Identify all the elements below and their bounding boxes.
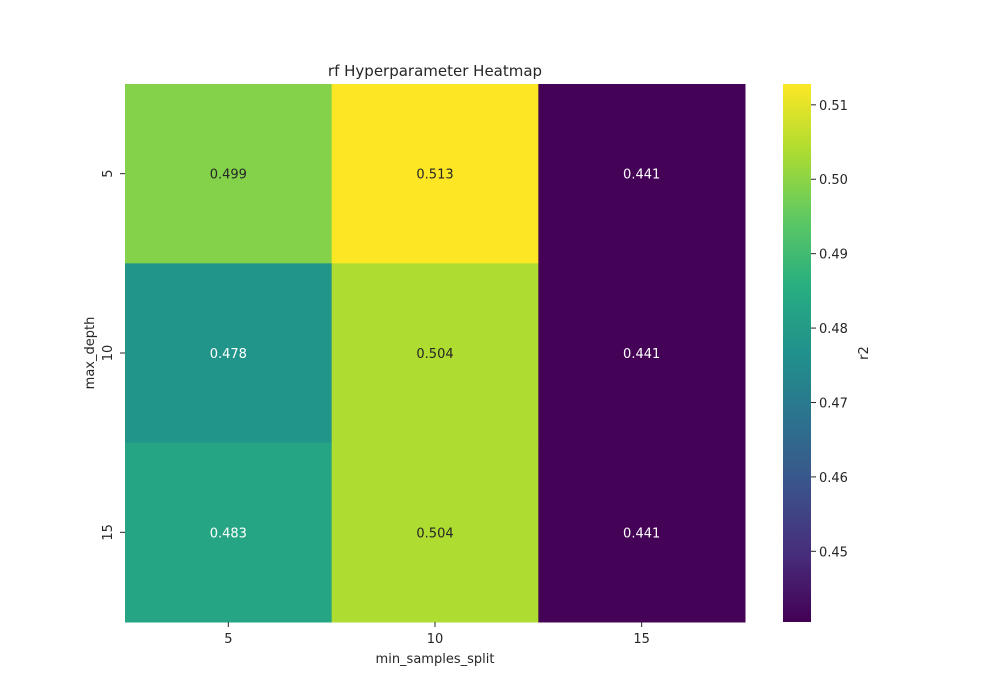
cell-value-label: 0.499 [210, 168, 247, 183]
colorbar-tick-label: 0.46 [819, 471, 848, 486]
heatmap-cell [538, 442, 746, 623]
colorbar-ticks: 0.45 0.46 0.47 0.48 0.49 0.50 0.51 [811, 99, 848, 560]
colorbar-tick-label: 0.49 [819, 248, 848, 263]
cell-value-label: 0.478 [210, 347, 247, 362]
colorbar-tick-label: 0.48 [819, 322, 848, 337]
y-tick-label: 5 [101, 170, 116, 178]
heatmap-cell [331, 263, 539, 444]
cell-value-label: 0.441 [623, 526, 660, 541]
heatmap-cell [331, 84, 539, 264]
cell-value-label: 0.504 [416, 526, 453, 541]
y-axis-label: max_depth [83, 317, 98, 390]
cell-value-label: 0.441 [623, 168, 660, 183]
heatmap-cell [538, 84, 746, 264]
colorbar-label: r2 [857, 346, 872, 360]
cell-value-label: 0.513 [416, 168, 453, 183]
x-axis-label: min_samples_split [376, 652, 495, 667]
chart-title: rf Hyperparameter Heatmap [328, 62, 542, 80]
y-tick-label: 15 [101, 524, 116, 541]
colorbar [783, 84, 811, 622]
cell-value-label: 0.504 [416, 347, 453, 362]
colorbar-tick-label: 0.50 [819, 173, 848, 188]
y-tick-label: 10 [101, 345, 116, 362]
colorbar-tick-label: 0.45 [819, 545, 848, 560]
heatmap-cells: 0.499 0.513 0.441 0.478 0.504 0.441 0.483 0.504… [125, 84, 746, 623]
heatmap-cell [331, 442, 539, 623]
colorbar-tick-label: 0.51 [819, 99, 848, 114]
x-tick-label: 10 [427, 632, 444, 647]
x-axis-ticks: 5 10 15 [224, 622, 650, 647]
x-tick-label: 15 [633, 632, 650, 647]
colorbar-tick-label: 0.47 [819, 396, 848, 411]
heatmap-cell [125, 84, 333, 264]
heatmap-cell [538, 263, 746, 444]
y-axis-ticks: 5 10 15 [101, 170, 125, 541]
x-tick-label: 5 [224, 632, 232, 647]
heatmap-cell [125, 442, 333, 623]
cell-value-label: 0.441 [623, 347, 660, 362]
heatmap-cell [125, 263, 333, 444]
cell-value-label: 0.483 [210, 526, 247, 541]
